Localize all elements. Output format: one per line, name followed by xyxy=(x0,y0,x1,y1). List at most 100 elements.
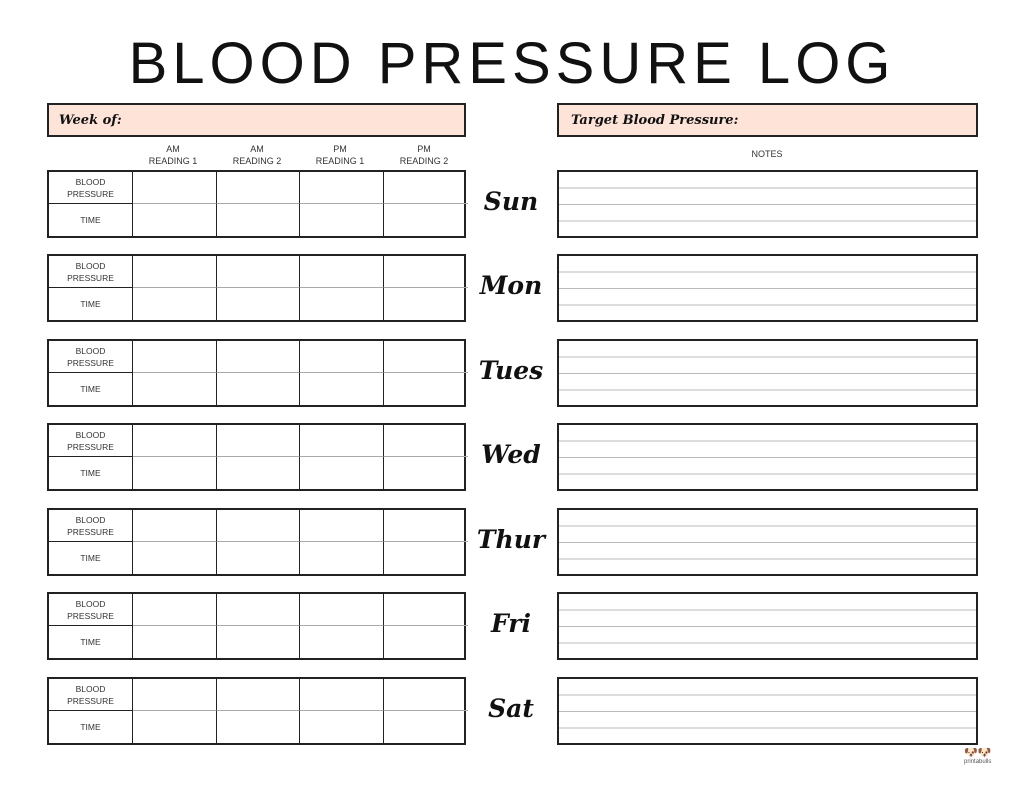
bp-reading-cell[interactable] xyxy=(133,679,217,711)
bp-reading-cell[interactable] xyxy=(300,594,384,626)
time-cell[interactable] xyxy=(217,626,300,658)
time-label: TIME xyxy=(49,626,133,658)
time-cell[interactable] xyxy=(133,204,217,236)
column-header: AM READING 2 xyxy=(232,144,282,166)
column-header: AM READING 1 xyxy=(148,144,198,166)
blood-pressure-label: BLOOD PRESSURE xyxy=(49,256,133,288)
bp-reading-cell[interactable] xyxy=(217,679,300,711)
time-cell[interactable] xyxy=(133,542,217,574)
bp-reading-cell[interactable] xyxy=(384,172,468,204)
bp-reading-cell[interactable] xyxy=(217,594,300,626)
time-cell[interactable] xyxy=(384,711,468,743)
time-cell[interactable] xyxy=(384,373,468,405)
day-label: Sun xyxy=(483,187,539,216)
target-bp-label: Target Blood Pressure: xyxy=(571,113,739,128)
time-label: TIME xyxy=(49,288,133,320)
bp-reading-cell[interactable] xyxy=(133,425,217,457)
blood-pressure-label: BLOOD PRESSURE xyxy=(49,341,133,373)
time-cell[interactable] xyxy=(133,373,217,405)
bp-reading-cell[interactable] xyxy=(133,172,217,204)
reading-table-sun: BLOOD PRESSURE TIME xyxy=(47,170,468,238)
reading-table-mon: BLOOD PRESSURE TIME xyxy=(47,254,468,322)
day-label: Sat xyxy=(488,694,534,723)
bp-reading-cell[interactable] xyxy=(384,594,468,626)
time-cell[interactable] xyxy=(384,204,468,236)
notes-box[interactable] xyxy=(557,423,978,491)
blood-pressure-label: BLOOD PRESSURE xyxy=(49,594,133,626)
bp-reading-cell[interactable] xyxy=(384,679,468,711)
bp-reading-cell[interactable] xyxy=(300,510,384,542)
bp-reading-cell[interactable] xyxy=(217,172,300,204)
time-cell[interactable] xyxy=(133,626,217,658)
reading-table-tues: BLOOD PRESSURE TIME xyxy=(47,339,468,407)
notes-box[interactable] xyxy=(557,508,978,576)
week-of-label: Week of: xyxy=(59,113,122,128)
bp-reading-cell[interactable] xyxy=(384,256,468,288)
time-cell[interactable] xyxy=(300,711,384,743)
reading-table-wed: BLOOD PRESSURE TIME xyxy=(47,423,468,491)
time-cell[interactable] xyxy=(133,711,217,743)
column-header: PM READING 1 xyxy=(315,144,365,166)
time-label: TIME xyxy=(49,542,133,574)
time-cell[interactable] xyxy=(133,457,217,489)
target-bp-field[interactable]: Target Blood Pressure: xyxy=(557,103,978,137)
notes-box[interactable] xyxy=(557,170,978,238)
time-label: TIME xyxy=(49,373,133,405)
notes-box[interactable] xyxy=(557,339,978,407)
blood-pressure-label: BLOOD PRESSURE xyxy=(49,425,133,457)
time-cell[interactable] xyxy=(384,457,468,489)
bp-reading-cell[interactable] xyxy=(133,594,217,626)
bp-reading-cell[interactable] xyxy=(300,341,384,373)
blood-pressure-label: BLOOD PRESSURE xyxy=(49,679,133,711)
time-cell[interactable] xyxy=(217,711,300,743)
time-label: TIME xyxy=(49,457,133,489)
bp-reading-cell[interactable] xyxy=(384,341,468,373)
day-label: Wed xyxy=(481,440,541,469)
time-cell[interactable] xyxy=(384,626,468,658)
time-cell[interactable] xyxy=(384,542,468,574)
time-cell[interactable] xyxy=(300,204,384,236)
notes-header: NOTES xyxy=(751,149,783,159)
blood-pressure-label: BLOOD PRESSURE xyxy=(49,510,133,542)
time-cell[interactable] xyxy=(217,457,300,489)
bp-reading-cell[interactable] xyxy=(300,256,384,288)
bp-reading-cell[interactable] xyxy=(384,425,468,457)
notes-box[interactable] xyxy=(557,592,978,660)
day-label: Tues xyxy=(478,356,544,385)
week-of-field[interactable]: Week of: xyxy=(47,103,466,137)
blood-pressure-label: BLOOD PRESSURE xyxy=(49,172,133,204)
bp-reading-cell[interactable] xyxy=(300,679,384,711)
bp-reading-cell[interactable] xyxy=(133,341,217,373)
time-cell[interactable] xyxy=(217,542,300,574)
time-cell[interactable] xyxy=(133,288,217,320)
bp-reading-cell[interactable] xyxy=(300,425,384,457)
bp-reading-cell[interactable] xyxy=(217,425,300,457)
time-cell[interactable] xyxy=(300,626,384,658)
printabulls-logo: 🐶🐶 printabulls xyxy=(964,747,992,765)
column-header: PM READING 2 xyxy=(399,144,449,166)
bp-reading-cell[interactable] xyxy=(217,341,300,373)
reading-table-thur: BLOOD PRESSURE TIME xyxy=(47,508,468,576)
bp-reading-cell[interactable] xyxy=(133,256,217,288)
bp-reading-cell[interactable] xyxy=(133,510,217,542)
time-cell[interactable] xyxy=(300,457,384,489)
day-label: Mon xyxy=(479,271,543,300)
bp-reading-cell[interactable] xyxy=(217,510,300,542)
time-cell[interactable] xyxy=(300,542,384,574)
time-label: TIME xyxy=(49,204,133,236)
time-cell[interactable] xyxy=(300,288,384,320)
time-cell[interactable] xyxy=(217,288,300,320)
reading-table-fri: BLOOD PRESSURE TIME xyxy=(47,592,468,660)
bp-reading-cell[interactable] xyxy=(384,510,468,542)
time-cell[interactable] xyxy=(217,373,300,405)
time-cell[interactable] xyxy=(217,204,300,236)
notes-box[interactable] xyxy=(557,677,978,745)
day-label: Thur xyxy=(476,525,546,554)
bp-reading-cell[interactable] xyxy=(300,172,384,204)
time-cell[interactable] xyxy=(300,373,384,405)
notes-box[interactable] xyxy=(557,254,978,322)
page-title: BLOOD PRESSURE LOG xyxy=(128,31,896,96)
time-cell[interactable] xyxy=(384,288,468,320)
bp-reading-cell[interactable] xyxy=(217,256,300,288)
reading-table-sat: BLOOD PRESSURE TIME xyxy=(47,677,468,745)
